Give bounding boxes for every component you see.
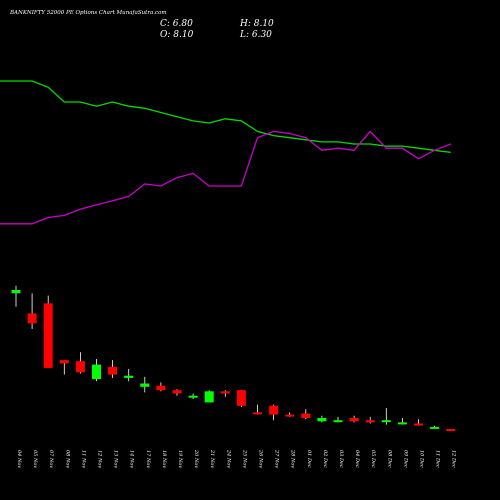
candle bbox=[204, 390, 214, 403]
candle-body-down bbox=[365, 420, 375, 423]
x-tick-label: 09 Dec bbox=[402, 450, 408, 468]
candle-body-down bbox=[59, 360, 69, 364]
candle-body-up bbox=[140, 383, 150, 387]
x-tick-label: 20 Nov bbox=[193, 449, 199, 468]
x-tick-label: 17 Nov bbox=[145, 450, 151, 468]
x-axis: 04 Nov 05 Nov 07 Nov 08 Nov 11 Nov 12 Nov 13 N… bbox=[16, 449, 457, 468]
candle bbox=[269, 404, 279, 421]
candle bbox=[349, 415, 359, 423]
candle-body-down bbox=[253, 412, 262, 415]
candle-body-down bbox=[285, 414, 295, 417]
x-tick-label: 18 Nov bbox=[161, 450, 167, 468]
candle bbox=[108, 360, 118, 378]
candle bbox=[414, 419, 423, 426]
chart-title: BANKNIFTY 52000 PE Options Chart MunafaS… bbox=[9, 10, 167, 16]
x-tick-label: 12 Dec bbox=[451, 450, 457, 468]
candle bbox=[397, 418, 407, 425]
moving-average-line-1 bbox=[0, 80, 451, 154]
x-tick-label: 11 Nov bbox=[80, 450, 86, 468]
candle bbox=[27, 293, 37, 329]
candle-body-down bbox=[236, 390, 246, 406]
candle-body-down bbox=[301, 413, 311, 418]
x-tick-label: 08 Dec bbox=[386, 450, 392, 468]
candle-body-up bbox=[124, 375, 134, 378]
x-tick-label: 12 Nov bbox=[97, 450, 103, 468]
moving-average-lines bbox=[0, 80, 451, 225]
candle-body-down bbox=[220, 391, 230, 394]
candle-body-down bbox=[349, 418, 359, 422]
candle bbox=[365, 416, 375, 424]
candle-body-down bbox=[414, 423, 423, 426]
candle bbox=[75, 352, 85, 374]
x-tick-label: 08 Nov bbox=[64, 450, 70, 468]
candle bbox=[172, 389, 182, 396]
candle-body-up bbox=[317, 418, 327, 422]
x-tick-label: 19 Nov bbox=[177, 450, 183, 468]
candle-body-up bbox=[204, 391, 214, 403]
candle-body-up bbox=[188, 395, 198, 398]
x-tick-label: 04 Dec bbox=[354, 450, 360, 468]
x-tick-label: 10 Dec bbox=[419, 450, 425, 468]
candle-body-down bbox=[43, 303, 53, 368]
x-tick-label: 28 Nov bbox=[290, 449, 296, 468]
candle bbox=[140, 376, 150, 393]
candle bbox=[92, 359, 101, 382]
candle bbox=[156, 382, 166, 392]
open-value: O: 8.10 bbox=[160, 30, 194, 40]
candle-body-down bbox=[446, 429, 456, 431]
candle bbox=[188, 393, 198, 400]
candle-body-up bbox=[333, 420, 343, 423]
candle-body-down bbox=[172, 390, 182, 394]
x-tick-label: 05 Nov bbox=[32, 450, 38, 468]
candle bbox=[430, 425, 440, 429]
x-tick-label: 27 Nov bbox=[274, 449, 280, 468]
close-value: C: 6.80 bbox=[160, 19, 193, 29]
candle-body-up bbox=[381, 420, 391, 423]
candle bbox=[317, 415, 327, 423]
x-tick-label: 01 Dec bbox=[306, 450, 312, 468]
candle bbox=[301, 409, 311, 420]
candles bbox=[11, 285, 456, 431]
candle-body-down bbox=[156, 385, 166, 391]
candle bbox=[381, 408, 391, 425]
candle-body-down bbox=[75, 361, 85, 373]
candle bbox=[446, 429, 456, 431]
candle-body-down bbox=[269, 405, 279, 415]
candle bbox=[59, 360, 69, 375]
x-tick-label: 05 Dec bbox=[370, 450, 376, 468]
x-tick-label: 24 Nov bbox=[225, 449, 231, 468]
candle-body-up bbox=[11, 290, 21, 294]
candle-body-up bbox=[430, 426, 440, 429]
candle-body-up bbox=[92, 364, 101, 380]
moving-average-line-2 bbox=[0, 130, 451, 225]
x-tick-label: 02 Dec bbox=[322, 450, 328, 468]
x-tick-label: 26 Nov bbox=[258, 449, 264, 468]
x-tick-label: 11 Dec bbox=[435, 450, 441, 468]
x-tick-label: 21 Nov bbox=[209, 449, 215, 468]
candle bbox=[236, 390, 246, 407]
candle bbox=[11, 285, 21, 307]
candle bbox=[43, 295, 53, 368]
x-tick-label: 14 Nov bbox=[129, 450, 135, 468]
candle bbox=[220, 390, 230, 397]
candle-body-down bbox=[108, 366, 118, 375]
candle-body-down bbox=[27, 313, 37, 324]
candle-body-up bbox=[397, 422, 407, 425]
candle bbox=[285, 412, 295, 417]
high-value: H: 8.10 bbox=[239, 19, 274, 29]
x-tick-label: 07 Nov bbox=[48, 450, 54, 468]
candle bbox=[124, 369, 134, 382]
x-tick-label: 03 Dec bbox=[338, 450, 344, 468]
x-tick-label: 04 Nov bbox=[16, 450, 22, 468]
low-value: L: 6.30 bbox=[239, 30, 272, 40]
x-tick-label: 13 Nov bbox=[113, 450, 119, 468]
candle bbox=[333, 416, 343, 423]
candle bbox=[253, 404, 262, 415]
x-tick-label: 25 Nov bbox=[241, 449, 247, 468]
